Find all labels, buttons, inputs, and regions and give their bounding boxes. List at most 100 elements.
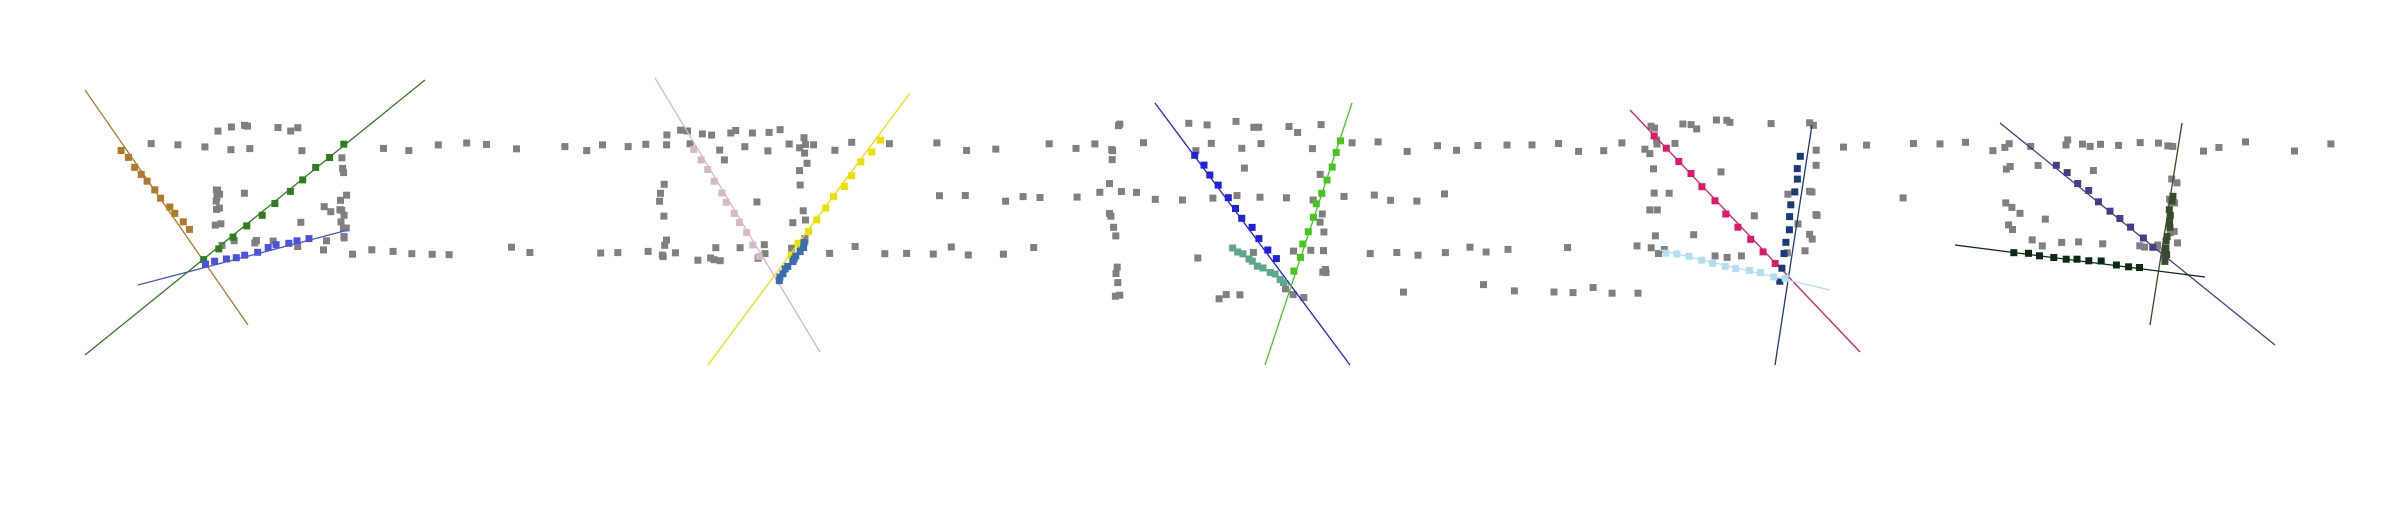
noise-point [1474, 142, 1482, 149]
line-darkblue-point [1206, 171, 1214, 179]
vanishing-groups-layer [84, 77, 2276, 366]
noise-point [339, 164, 347, 172]
noise-point [644, 247, 652, 255]
line-darkgreen-point [2112, 261, 2120, 269]
noise-point [710, 256, 718, 264]
line-green-point [200, 256, 208, 264]
noise-point [389, 247, 397, 255]
line-navy [1774, 124, 1813, 366]
noise-point [340, 211, 348, 219]
group-5 [1954, 122, 2276, 346]
noise-point [802, 141, 809, 148]
noise-point [2064, 136, 2072, 144]
line-brown-point [157, 194, 165, 202]
line-seagreen-point [1234, 248, 1242, 256]
line-lightblue-point [1770, 273, 1778, 281]
noise-point [1723, 116, 1731, 124]
line-pink-point [710, 177, 718, 185]
noise-point [1255, 123, 1263, 131]
noise-point [1801, 247, 1809, 255]
noise-point [1812, 161, 1820, 169]
line-brown-point [124, 153, 132, 161]
noise-point [1257, 140, 1265, 148]
noise-point [2075, 238, 2083, 246]
line-green [84, 79, 426, 356]
noise-point [1482, 248, 1490, 256]
noise-point [1414, 251, 1422, 259]
noise-point [1504, 245, 1512, 253]
noise-point [445, 251, 453, 259]
noise-point [561, 143, 569, 151]
noise-point [760, 241, 768, 249]
line-darkgreen-point [2062, 255, 2070, 263]
noise-point [999, 250, 1007, 258]
group-3 [1106, 102, 1353, 366]
line-seagreen-point [1248, 257, 1256, 265]
line-brown-point [137, 170, 145, 178]
noise-point [1222, 291, 1230, 299]
line-crimson-point [1650, 132, 1658, 140]
noise-point [2086, 142, 2094, 150]
noise-point [796, 181, 804, 189]
line-crimson-point [1675, 158, 1683, 165]
noise-point [881, 250, 889, 258]
noise-point [2041, 215, 2049, 223]
noise-point [1400, 288, 1407, 296]
noise-point [1133, 188, 1140, 196]
noise-point [1650, 189, 1658, 197]
line-green-point [243, 222, 251, 230]
noise-point [1750, 212, 1758, 220]
noise-point [1600, 147, 1608, 155]
noise-point [1806, 119, 1814, 127]
line-olive-point [2166, 223, 2174, 231]
line-navy-point [1796, 152, 1804, 160]
noise-point [340, 169, 348, 177]
noise-point [1316, 218, 1324, 226]
noise-point [712, 244, 720, 252]
noise-point [663, 236, 670, 244]
line-limegreen-point [1323, 176, 1331, 184]
noise-point [903, 249, 911, 257]
noise-point [1480, 281, 1487, 289]
line-brown-point [131, 163, 139, 171]
noise-point [408, 250, 416, 258]
noise-point [800, 134, 808, 142]
line-steelblue-point [784, 262, 792, 270]
line-lightblue-point [1673, 250, 1681, 258]
group-1 [84, 79, 426, 356]
line-lightblue-point [1685, 252, 1693, 260]
line-darkblue-point [1248, 223, 1256, 231]
line-slateblue-point [2052, 161, 2060, 169]
line-pink-point [722, 198, 730, 206]
noise-point [748, 129, 756, 137]
line-darkgreen-point [2073, 255, 2081, 263]
noise-point [785, 140, 793, 148]
line-pink-point [749, 241, 757, 249]
noise-point [1289, 291, 1297, 299]
noise-point [1249, 248, 1257, 256]
noise-point [677, 126, 685, 134]
line-darkblue-point [1255, 235, 1263, 243]
line-darkgreen-point [2025, 249, 2032, 257]
noise-point [2174, 239, 2181, 247]
noise-point [1316, 170, 1324, 178]
noise-point [1232, 117, 1240, 125]
noise-point [1647, 244, 1655, 252]
line-seagreen-point [1253, 262, 1261, 270]
line-crimson-point [1687, 170, 1695, 177]
line-limegreen-point [1312, 200, 1320, 208]
noise-point [336, 206, 344, 214]
line-darkgreen-point [2050, 254, 2058, 261]
line-yellow-point [787, 251, 795, 259]
line-olive-point [2165, 206, 2173, 214]
line-olive-point [2163, 233, 2171, 241]
noise-point [2034, 161, 2042, 169]
noise-point [1320, 228, 1328, 236]
noise-point [2002, 199, 2010, 207]
noise-point [294, 124, 302, 132]
noise-point [147, 140, 155, 148]
noise-point [1687, 121, 1695, 129]
noise-point [1794, 220, 1802, 228]
noise-point [583, 147, 591, 155]
noise-point [1393, 249, 1401, 256]
